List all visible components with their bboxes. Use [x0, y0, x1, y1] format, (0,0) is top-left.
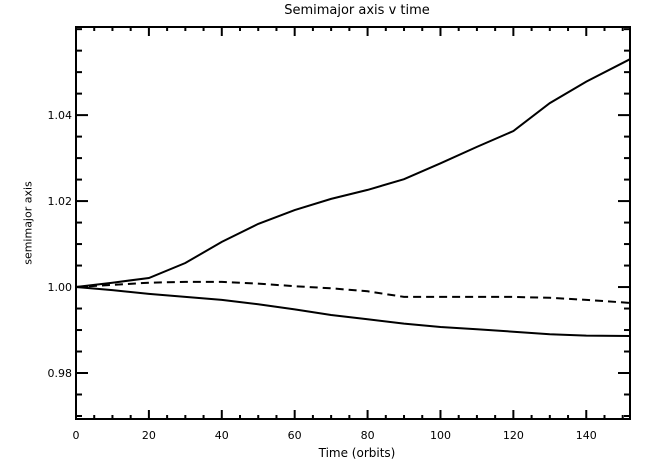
chart-title: Semimajor axis v time [284, 3, 430, 18]
plot-lines [75, 58, 631, 337]
x-tick-label: 80 [361, 429, 375, 442]
x-tick-label: 120 [503, 429, 524, 442]
x-axis-label: Time (orbits) [318, 446, 396, 460]
tick-labels: 0 20 40 60 80 100 120 140 0.98 1.00 1.02 1.04 [48, 109, 597, 442]
y-tick-label: 1.04 [48, 109, 73, 122]
y-tick-label: 0.98 [48, 367, 73, 380]
y-tick-label: 1.00 [48, 281, 73, 294]
x-tick-label: 40 [215, 429, 229, 442]
axis-ticks [75, 27, 630, 419]
x-tick-label: 0 [73, 429, 80, 442]
x-tick-label: 60 [288, 429, 302, 442]
x-tick-label: 20 [142, 429, 156, 442]
series-line-0 [75, 58, 631, 288]
x-tick-label: 140 [576, 429, 597, 442]
y-tick-label: 1.02 [48, 195, 73, 208]
x-tick-label: 100 [430, 429, 451, 442]
series-line-2 [75, 286, 631, 337]
plot-frame [75, 26, 631, 420]
series-line-1 [75, 280, 631, 304]
